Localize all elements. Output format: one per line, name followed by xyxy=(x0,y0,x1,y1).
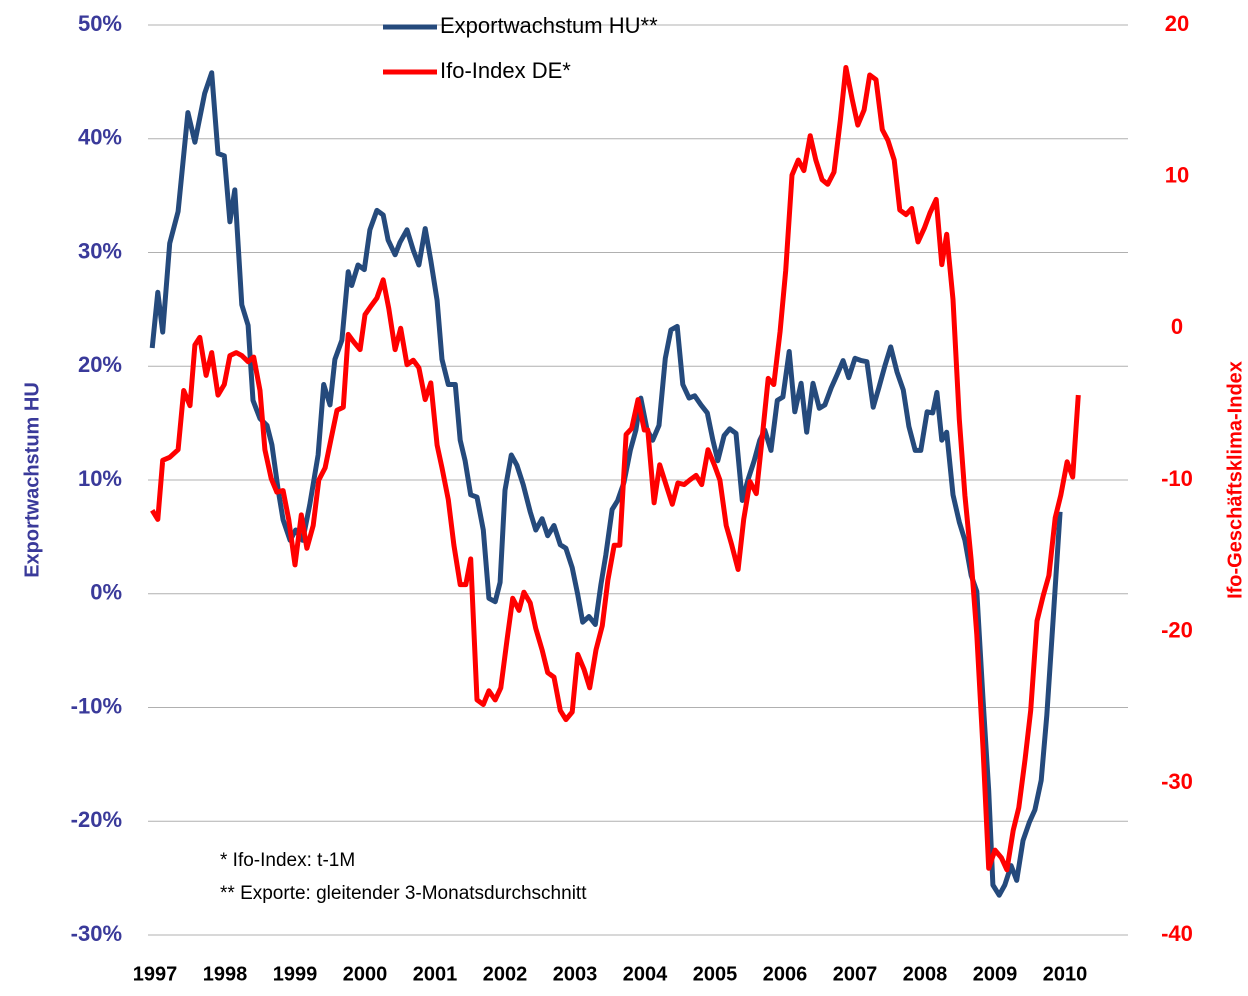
legend-label: Ifo-Index DE* xyxy=(440,58,571,83)
y-tick-label: 20% xyxy=(78,352,122,377)
series-line xyxy=(149,70,1063,898)
y2-tick-label: 10 xyxy=(1165,162,1189,187)
x-tick-label: 2005 xyxy=(693,963,738,985)
x-tick-label: 2004 xyxy=(623,963,668,985)
x-tick-label: 2002 xyxy=(483,963,528,985)
y2-tick-label: 20 xyxy=(1165,11,1189,36)
x-tick-label: 2003 xyxy=(553,963,598,985)
y2-axis-title: Ifo-Geschäftsklima-Index xyxy=(1224,361,1246,599)
legend-label: Exportwachstum HU** xyxy=(440,13,658,38)
x-tick-label: 1999 xyxy=(273,963,318,985)
y-tick-label: 50% xyxy=(78,11,122,36)
x-tick-label: 1998 xyxy=(203,963,248,985)
x-tick-label: 2008 xyxy=(903,963,948,985)
y2-tick-label: -20 xyxy=(1161,617,1193,642)
y2-tick-label: -30 xyxy=(1161,769,1193,794)
x-tick-label: 2006 xyxy=(763,963,808,985)
y-tick-label: 10% xyxy=(78,466,122,491)
x-tick-label: 2007 xyxy=(833,963,878,985)
x-tick-label: 2010 xyxy=(1043,963,1088,985)
y-tick-label: 30% xyxy=(78,238,122,263)
annotation: * Ifo-Index: t-1M xyxy=(220,850,355,871)
x-tick-label: 2000 xyxy=(343,963,388,985)
annotation: ** Exporte: gleitender 3-Monatsdurchschn… xyxy=(220,883,587,904)
y-tick-label: 40% xyxy=(78,125,122,150)
y-tick-label: -20% xyxy=(71,807,122,832)
y-tick-label: -30% xyxy=(71,921,122,946)
y2-tick-label: 0 xyxy=(1171,314,1183,339)
y-tick-label: -10% xyxy=(71,693,122,718)
y-tick-label: 0% xyxy=(90,580,122,605)
x-tick-label: 2009 xyxy=(973,963,1018,985)
x-tick-label: 1997 xyxy=(133,963,178,985)
y2-tick-label: -40 xyxy=(1161,921,1193,946)
x-tick-label: 2001 xyxy=(413,963,458,985)
y-axis-title: Exportwachstum HU xyxy=(21,382,43,578)
series-line xyxy=(150,65,1081,873)
y2-tick-label: -10 xyxy=(1161,466,1193,491)
